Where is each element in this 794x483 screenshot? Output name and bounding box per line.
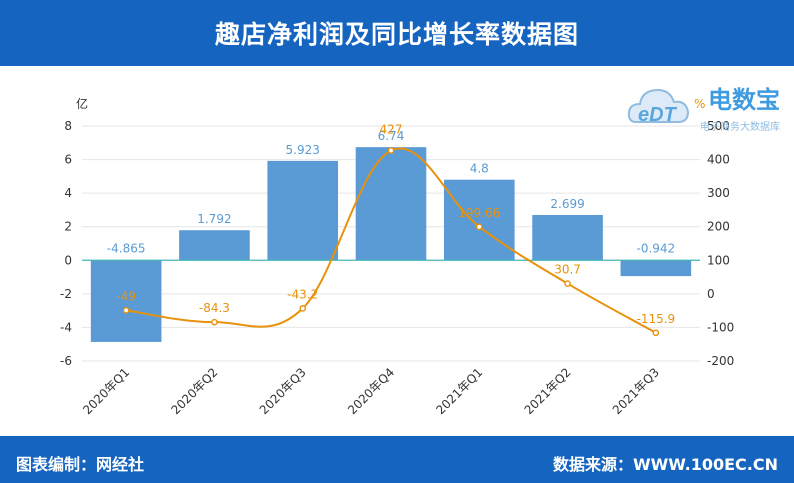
left-axis-tick: -2 xyxy=(60,287,72,301)
line-value-label: 30.7 xyxy=(554,263,581,277)
right-axis-tick: 500 xyxy=(707,119,730,133)
line-value-label: -49 xyxy=(116,289,136,303)
footer-bar: 图表编制：网经社 数据来源：WWW.100EC.CN xyxy=(0,436,794,483)
line-point xyxy=(211,318,218,326)
x-axis-tick: 2020年Q3 xyxy=(257,365,309,417)
bar-value-label: 2.699 xyxy=(550,197,584,211)
left-axis-tick: 0 xyxy=(64,253,72,267)
line-point xyxy=(652,329,660,337)
bar xyxy=(355,147,427,261)
line-point xyxy=(122,307,130,314)
line-value-label: -84.3 xyxy=(199,301,230,315)
left-axis-tick: 2 xyxy=(64,220,72,234)
x-axis-tick: 2020年Q2 xyxy=(168,365,220,417)
bar xyxy=(532,214,603,261)
right-axis-tick: -100 xyxy=(707,320,734,334)
chart-area: 8 6 4 2 0 -2 -4 -6 亿 500 400 300 200 100 0 -100 -200% -4.… xyxy=(0,66,794,436)
left-axis-tick: 8 xyxy=(64,119,72,133)
line-point xyxy=(564,280,571,287)
bar-value-label: 4.8 xyxy=(470,162,489,176)
chart-title: 趣店净利润及同比增长率数据图 xyxy=(214,20,579,49)
line-point xyxy=(299,305,307,312)
right-axis-tick: 200 xyxy=(707,220,730,234)
right-axis-tick: 400 xyxy=(707,153,730,167)
right-axis-tick: 100 xyxy=(707,253,730,267)
bar xyxy=(620,260,692,277)
x-axis-tick: 2021年Q1 xyxy=(433,365,485,417)
line-value-label: -115.9 xyxy=(637,312,676,326)
logo-mark: eDT xyxy=(638,104,678,126)
line-value-label: -43.2 xyxy=(287,287,318,301)
x-axis-tick: 2021年Q3 xyxy=(610,365,662,417)
x-axis-tick: 2020年Q1 xyxy=(80,365,132,417)
footer-editor: 图表编制：网经社 xyxy=(16,455,145,474)
bar-value-label: 5.923 xyxy=(286,143,320,157)
bar-value-label: 1.792 xyxy=(197,212,231,226)
x-axis-tick: 2021年Q2 xyxy=(522,365,574,417)
title-banner: 趣店净利润及同比增长率数据图 xyxy=(0,0,794,66)
logo-brand: 电数宝 xyxy=(708,86,780,114)
bar-value-label: -0.942 xyxy=(637,241,676,255)
right-axis-tick: 0 xyxy=(707,287,715,301)
bar xyxy=(90,260,162,342)
right-axis-label: % xyxy=(694,97,705,111)
bar-value-label: 6.74 xyxy=(378,129,405,143)
logo-sub: 电子商务大数据库 xyxy=(700,120,780,133)
left-axis-tick: -4 xyxy=(60,320,72,334)
left-axis-label: 亿 xyxy=(76,96,88,111)
x-axis-tick: 2020年Q4 xyxy=(345,365,397,417)
cloud-icon xyxy=(627,88,690,123)
right-axis-tick: -200 xyxy=(707,354,734,368)
line-point xyxy=(475,223,483,231)
combo-chart: 8 6 4 2 0 -2 -4 -6 亿 500 400 300 200 100 0 -100 -200% -4.… xyxy=(60,96,734,417)
footer-source: 数据来源：WWW.100EC.CN xyxy=(552,455,778,474)
line-value-label: 427 xyxy=(380,123,403,137)
line-point xyxy=(387,147,395,154)
bar xyxy=(179,230,250,261)
right-axis-tick: 300 xyxy=(707,186,730,200)
left-axis-tick: 6 xyxy=(64,153,72,167)
bar xyxy=(267,160,339,261)
bar xyxy=(443,179,515,261)
left-axis-tick: -6 xyxy=(60,354,72,368)
bar-value-label: -4.865 xyxy=(107,241,146,255)
brand-logo: eDT 电数宝 电子商务大数据库 xyxy=(626,74,794,134)
left-axis-tick: 4 xyxy=(64,186,72,200)
line-value-label: 199.66 xyxy=(458,206,500,220)
